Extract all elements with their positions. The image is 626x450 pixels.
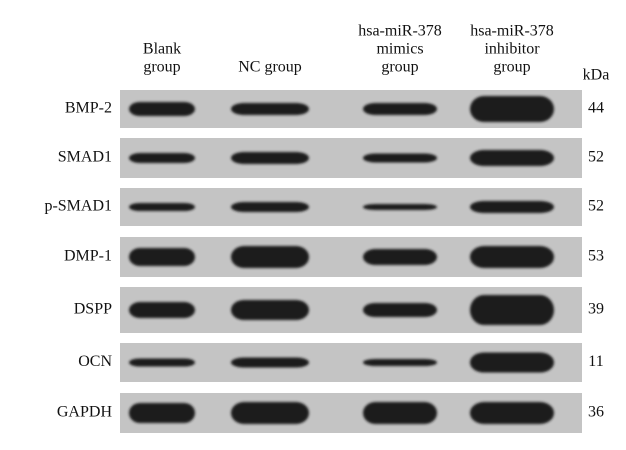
protein-band <box>129 248 195 266</box>
column-header: hsa-miR-378 <box>358 23 442 40</box>
protein-band <box>231 402 309 424</box>
protein-band <box>363 249 437 265</box>
column-header: hsa-miR-378 <box>470 23 554 40</box>
molecular-weight: 52 <box>588 149 604 166</box>
molecular-weight: 36 <box>588 404 604 421</box>
row-label: DMP-1 <box>64 248 112 265</box>
protein-band <box>129 302 195 318</box>
column-header: inhibitor <box>484 41 540 58</box>
column-header: group <box>493 59 530 76</box>
row-label: SMAD1 <box>58 149 112 166</box>
molecular-weight: 11 <box>588 353 603 370</box>
row-label: BMP-2 <box>65 100 112 117</box>
molecular-weight: 39 <box>588 301 604 318</box>
size-unit: kDa <box>583 67 610 84</box>
protein-band <box>470 246 554 268</box>
protein-band <box>129 153 195 163</box>
protein-band <box>129 203 195 211</box>
molecular-weight: 53 <box>588 248 604 265</box>
column-header: Blank <box>143 41 181 58</box>
row-label: OCN <box>78 353 112 370</box>
protein-band <box>231 358 309 368</box>
protein-band <box>231 246 309 268</box>
protein-band <box>231 202 309 212</box>
protein-band <box>470 96 554 122</box>
protein-band <box>363 402 437 424</box>
protein-band <box>470 201 554 213</box>
protein-band <box>363 204 437 210</box>
row-label: GAPDH <box>57 404 113 421</box>
column-header: NC group <box>238 59 302 76</box>
western-blot-figure: kDa BlankgroupNC grouphsa-miR-378mimicsg… <box>0 0 626 450</box>
protein-band <box>363 303 437 317</box>
protein-band <box>129 359 195 367</box>
column-header: mimics <box>376 41 423 58</box>
molecular-weight: 52 <box>588 198 604 215</box>
protein-band <box>363 359 437 366</box>
protein-band <box>363 103 437 115</box>
protein-band <box>231 103 309 115</box>
protein-band <box>470 295 554 325</box>
protein-band <box>470 402 554 424</box>
molecular-weight: 44 <box>588 100 604 117</box>
protein-band <box>231 300 309 320</box>
protein-band <box>129 403 195 423</box>
column-header: group <box>143 59 180 76</box>
row-label: p-SMAD1 <box>44 198 112 215</box>
protein-band <box>470 353 554 373</box>
column-header: group <box>381 59 418 76</box>
protein-band <box>470 150 554 166</box>
protein-band <box>231 152 309 164</box>
protein-band <box>363 154 437 163</box>
row-label: DSPP <box>74 301 112 318</box>
protein-band <box>129 102 195 116</box>
